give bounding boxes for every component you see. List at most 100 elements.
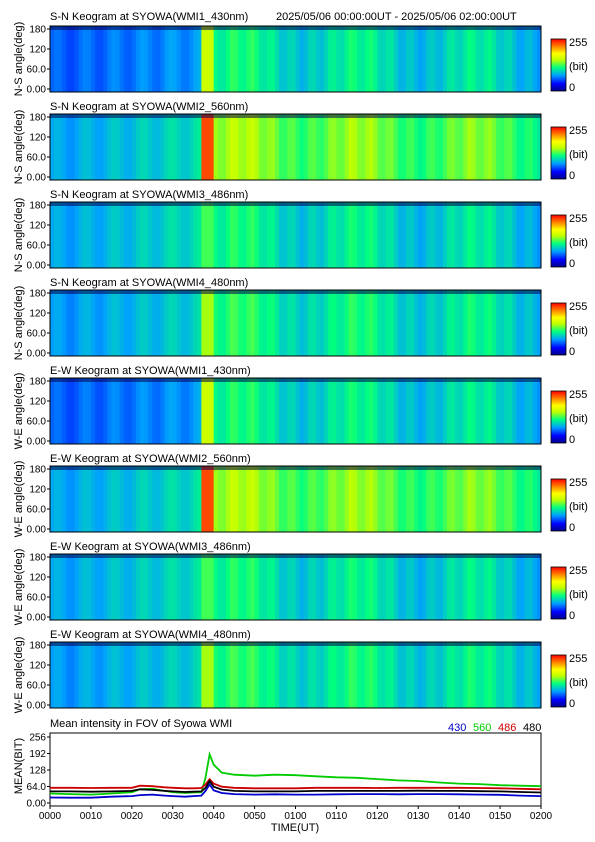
keogram-ytick-label: 60.0 — [27, 65, 47, 76]
keogram-column — [520, 202, 526, 268]
keogram-column — [504, 466, 509, 532]
keogram-column — [74, 26, 80, 92]
keogram-column — [528, 642, 534, 708]
keogram-column — [430, 642, 436, 708]
keogram-column — [172, 202, 178, 268]
keogram-column — [86, 378, 92, 444]
keogram-ytick-label: 0.00 — [27, 701, 47, 712]
keogram-heatmap — [50, 26, 542, 92]
keogram-column — [475, 378, 481, 444]
keogram-column — [258, 642, 264, 708]
keogram-column — [262, 26, 268, 92]
keogram-column — [160, 554, 165, 620]
keogram-column — [258, 554, 264, 620]
keogram-column — [140, 290, 145, 356]
keogram-column — [279, 202, 284, 268]
keogram-column — [528, 114, 534, 180]
keogram-column — [340, 26, 345, 92]
keogram-column — [287, 466, 292, 532]
keogram-column — [164, 202, 170, 268]
time-range-header: 2025/05/06 00:00:00UT - 2025/05/06 02:00… — [276, 11, 517, 23]
keogram-title: S-N Keogram at SYOWA(WMI2_560nm) — [50, 101, 248, 113]
keogram-column — [209, 466, 215, 532]
keogram-column — [303, 114, 309, 180]
keogram-column — [373, 26, 378, 92]
keogram-column — [262, 642, 268, 708]
keogram-column — [459, 466, 464, 532]
keogram-column — [311, 202, 317, 268]
keogram-ytick-label: 180 — [29, 25, 46, 36]
keogram-column — [495, 26, 501, 92]
keogram-column — [115, 554, 120, 620]
keogram-column — [295, 466, 300, 532]
keogram-column — [135, 466, 141, 532]
keogram-column — [426, 202, 431, 268]
keogram-column — [250, 642, 255, 708]
keogram-column — [90, 642, 96, 708]
keogram-column — [365, 554, 370, 620]
keogram-ytick-label: 60.0 — [27, 329, 47, 340]
keogram-column — [246, 378, 251, 444]
keogram-column — [262, 466, 268, 532]
colorbar-max-label: 255 — [569, 565, 587, 577]
keogram-column — [516, 642, 521, 708]
keogram-column — [119, 290, 125, 356]
keogram-column — [491, 642, 497, 708]
keogram-column — [377, 202, 382, 268]
keogram-column — [405, 26, 411, 92]
keogram-column — [311, 26, 317, 92]
keogram-column — [491, 202, 497, 268]
series-line-430 — [49, 782, 542, 799]
keogram-column — [401, 290, 407, 356]
keogram-column — [528, 290, 534, 356]
keogram-column — [156, 290, 161, 356]
keogram-column — [377, 466, 382, 532]
keogram-column — [172, 554, 178, 620]
keogram-column — [405, 642, 411, 708]
keogram-column — [217, 114, 223, 180]
keogram-column — [62, 26, 67, 92]
keogram-column — [140, 26, 145, 92]
keogram-column — [299, 554, 305, 620]
keogram-column — [283, 290, 288, 356]
keogram-column — [144, 114, 149, 180]
keogram-column — [336, 290, 341, 356]
keogram-column — [320, 290, 325, 356]
keogram-column — [369, 466, 374, 532]
keogram-column — [82, 554, 88, 620]
keogram-column — [234, 466, 239, 532]
keogram-column — [66, 642, 71, 708]
keogram-column — [344, 26, 350, 92]
keogram-horizon-band — [50, 114, 541, 118]
keogram-column — [193, 290, 198, 356]
keogram-column — [127, 26, 133, 92]
keogram-column — [213, 554, 219, 620]
keogram-column — [123, 202, 129, 268]
keogram-column — [455, 26, 460, 92]
keogram-column — [299, 290, 305, 356]
keogram-column — [352, 290, 358, 356]
keogram-ytick-label: 0.00 — [27, 261, 47, 272]
keogram-column — [209, 642, 215, 708]
keogram-column — [426, 554, 431, 620]
keogram-column — [131, 290, 137, 356]
keogram-panel-7: E-W Keogram at SYOWA(WMI3_486nm) W-E angl… — [13, 541, 588, 625]
keogram-column — [66, 290, 71, 356]
keogram-column — [242, 290, 247, 356]
keogram-column — [144, 466, 149, 532]
keogram-column — [471, 290, 476, 356]
keogram-column — [160, 26, 165, 92]
keogram-column — [360, 26, 366, 92]
keogram-column — [467, 114, 472, 180]
keogram-column — [90, 554, 96, 620]
keogram-column — [82, 26, 88, 92]
keogram-column — [111, 466, 116, 532]
keogram-column — [520, 290, 526, 356]
keogram-column — [197, 202, 202, 268]
keogram-column — [475, 642, 481, 708]
keogram-column — [140, 642, 145, 708]
mean-xtick-label: 0000 — [39, 811, 62, 822]
keogram-column — [115, 642, 120, 708]
keogram-column — [324, 26, 329, 92]
keogram-panel-8: E-W Keogram at SYOWA(WMI4_480nm) W-E angl… — [13, 629, 588, 713]
